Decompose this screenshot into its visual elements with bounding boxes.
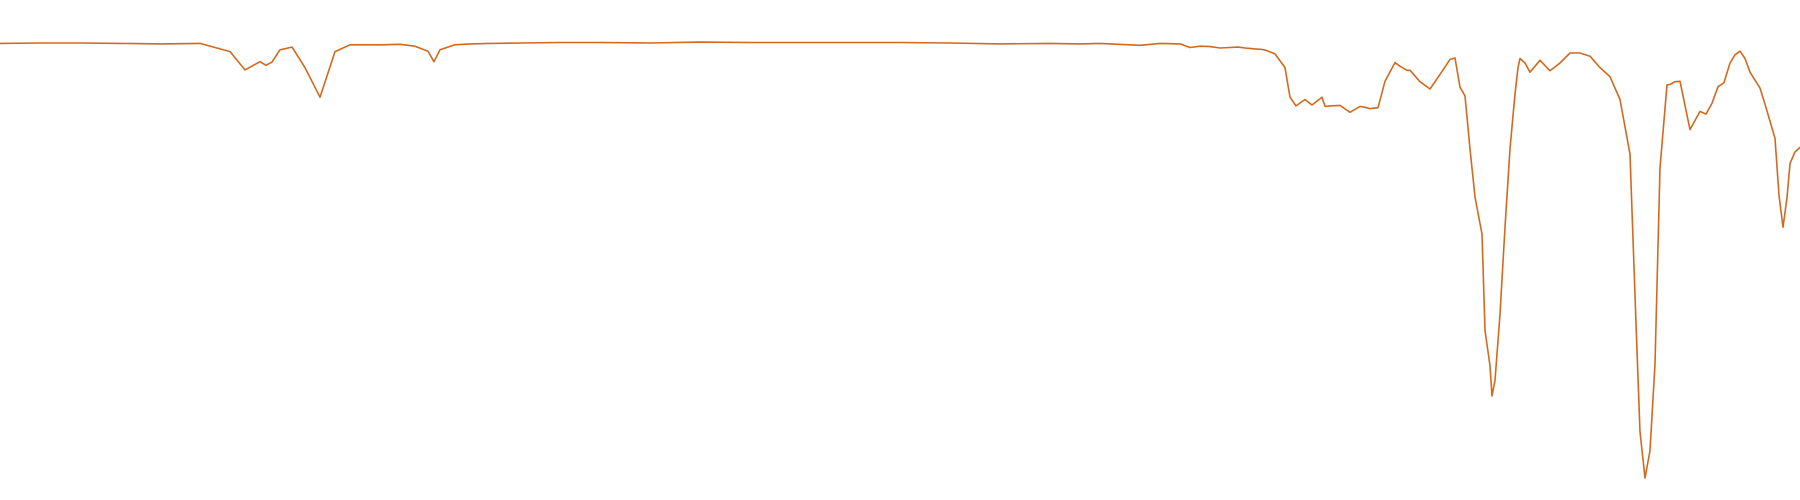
series-line-0: [0, 41, 1800, 479]
